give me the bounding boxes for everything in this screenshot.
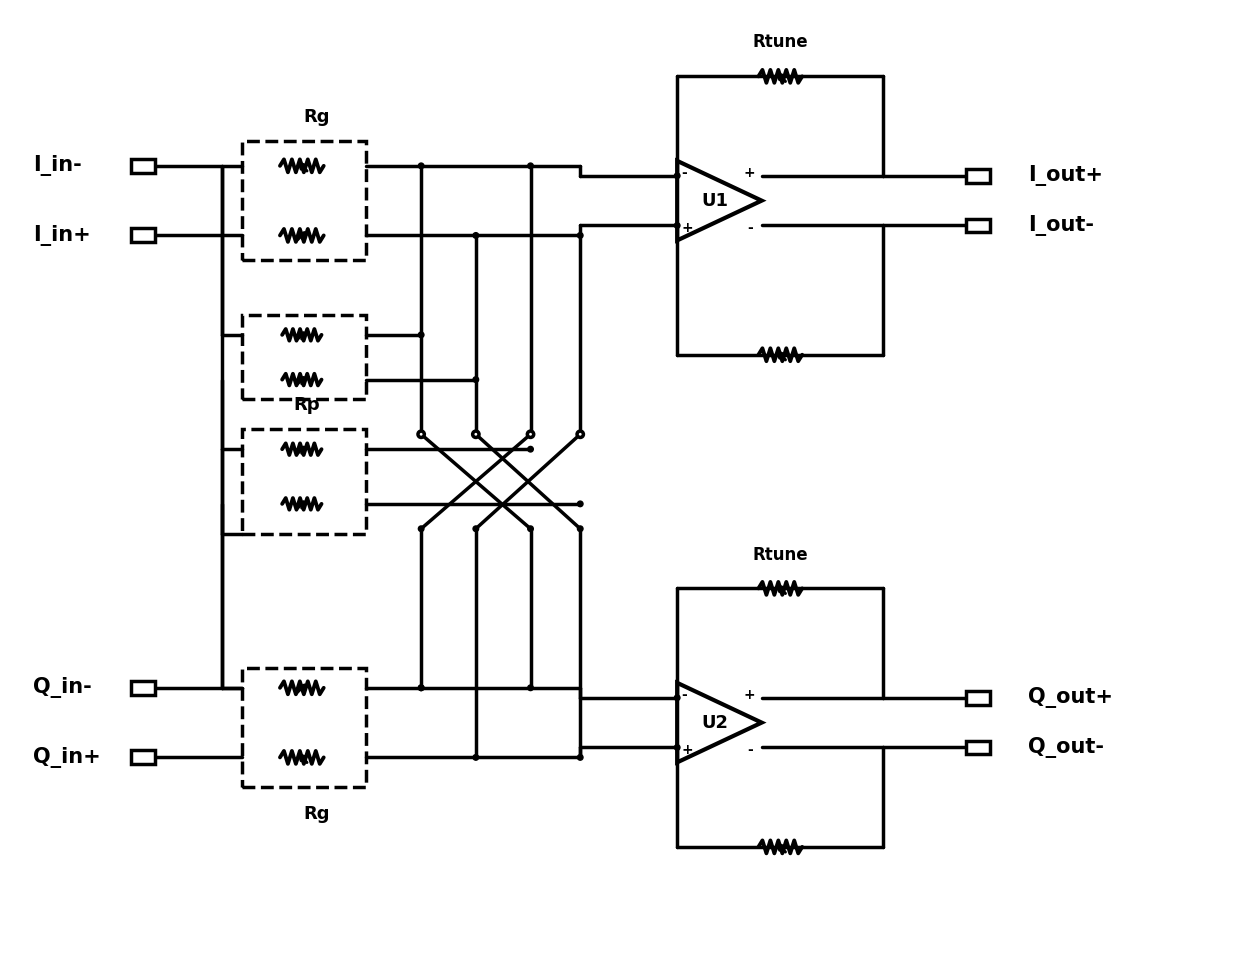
- Bar: [966, 219, 990, 232]
- Text: Rg: Rg: [304, 805, 330, 823]
- Circle shape: [675, 695, 680, 701]
- Circle shape: [418, 526, 424, 531]
- Circle shape: [418, 163, 424, 169]
- Text: -: -: [746, 743, 753, 758]
- Text: Q_in+: Q_in+: [33, 747, 102, 768]
- Text: +: +: [744, 166, 755, 180]
- Text: U1: U1: [701, 192, 728, 209]
- Circle shape: [528, 526, 533, 531]
- Text: Rg: Rg: [304, 108, 330, 126]
- Circle shape: [577, 431, 583, 438]
- Circle shape: [675, 744, 680, 750]
- Bar: [966, 169, 990, 183]
- Text: Rtune: Rtune: [753, 546, 808, 564]
- Text: +: +: [681, 222, 693, 235]
- Bar: [242, 141, 367, 260]
- Bar: [131, 159, 155, 173]
- Circle shape: [675, 223, 680, 228]
- Text: -: -: [746, 222, 753, 235]
- Circle shape: [528, 163, 533, 169]
- Bar: [131, 228, 155, 242]
- Bar: [966, 691, 990, 705]
- Circle shape: [527, 431, 533, 438]
- Text: I_in+: I_in+: [33, 225, 92, 246]
- Circle shape: [418, 685, 424, 690]
- Bar: [242, 429, 367, 534]
- Text: Q_out-: Q_out-: [1028, 736, 1104, 758]
- Circle shape: [528, 446, 533, 452]
- Circle shape: [675, 173, 680, 178]
- Text: -: -: [681, 166, 687, 180]
- Bar: [131, 750, 155, 764]
- Text: Q_out+: Q_out+: [1028, 687, 1112, 709]
- Circle shape: [472, 431, 479, 438]
- Circle shape: [578, 755, 583, 761]
- Circle shape: [578, 526, 583, 531]
- Circle shape: [578, 232, 583, 238]
- Bar: [242, 315, 367, 399]
- Circle shape: [472, 232, 479, 238]
- Bar: [242, 668, 367, 788]
- Text: +: +: [681, 743, 693, 758]
- Circle shape: [528, 685, 533, 690]
- Circle shape: [578, 501, 583, 507]
- Text: Rtune: Rtune: [753, 34, 808, 51]
- Text: I_out+: I_out+: [1028, 165, 1102, 186]
- Text: -: -: [681, 687, 687, 702]
- Circle shape: [418, 431, 424, 438]
- Circle shape: [418, 685, 424, 690]
- Bar: [131, 681, 155, 695]
- Text: Q_in-: Q_in-: [33, 678, 92, 698]
- Text: I_in-: I_in-: [33, 155, 82, 176]
- Text: I_out-: I_out-: [1028, 215, 1094, 236]
- Text: +: +: [744, 687, 755, 702]
- Circle shape: [472, 526, 479, 531]
- Circle shape: [418, 332, 424, 337]
- Text: U2: U2: [701, 713, 728, 732]
- Text: Rp: Rp: [294, 396, 320, 415]
- Circle shape: [472, 377, 479, 383]
- Circle shape: [472, 755, 479, 761]
- Bar: [966, 740, 990, 755]
